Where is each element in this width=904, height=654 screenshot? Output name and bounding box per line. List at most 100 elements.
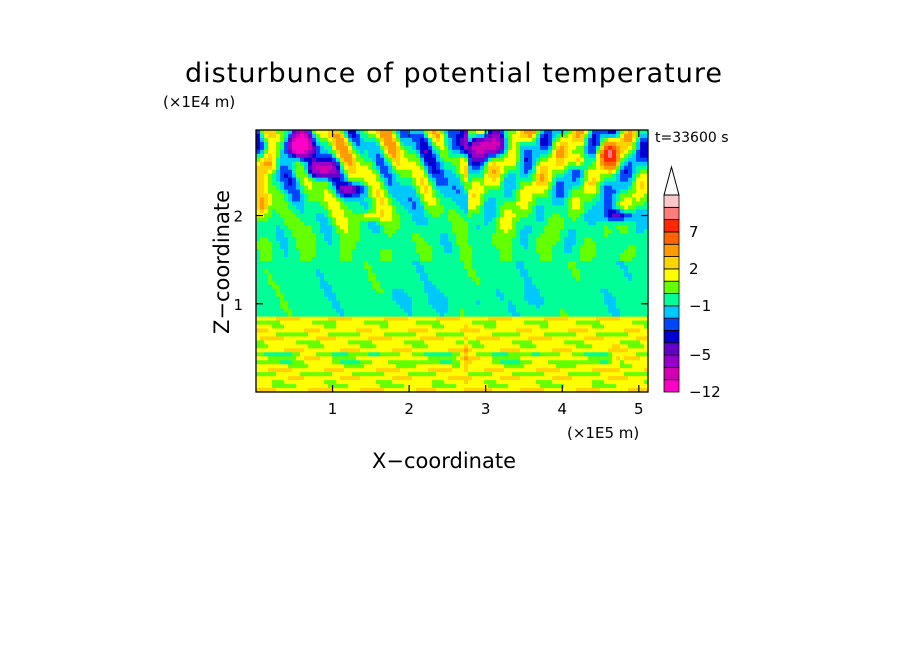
field-cell	[340, 177, 345, 183]
field-cell	[328, 169, 333, 175]
field-cell	[328, 384, 333, 389]
field-cell	[352, 308, 357, 314]
field-cell	[284, 137, 289, 143]
field-cell	[400, 189, 405, 195]
field-cell	[440, 229, 445, 234]
field-cell	[532, 205, 537, 210]
field-cell	[328, 304, 333, 310]
field-cell	[416, 141, 421, 147]
field-cell	[552, 249, 557, 254]
field-cell	[408, 296, 413, 302]
field-cell	[488, 233, 493, 238]
field-cell	[352, 181, 357, 187]
field-cell	[556, 300, 561, 306]
field-cell	[544, 209, 549, 214]
field-cell	[356, 372, 361, 377]
field-cell	[352, 380, 357, 385]
field-cell	[372, 257, 377, 262]
field-cell	[460, 300, 465, 306]
field-cell	[336, 332, 341, 338]
field-cell	[500, 376, 505, 381]
field-cell	[256, 384, 261, 389]
field-cell	[308, 213, 313, 218]
field-cell	[472, 312, 477, 318]
field-cell	[552, 237, 557, 242]
field-cell	[512, 153, 517, 159]
field-cell	[508, 137, 513, 143]
field-cell	[316, 197, 321, 203]
field-cell	[264, 348, 269, 353]
field-cell	[480, 368, 485, 373]
field-cell	[384, 380, 389, 385]
field-cell	[464, 276, 469, 282]
field-cell	[280, 348, 285, 353]
field-cell	[548, 193, 553, 199]
field-cell	[304, 169, 309, 175]
field-cell	[500, 364, 505, 369]
field-cell	[404, 237, 409, 242]
field-cell	[448, 268, 453, 274]
field-cell	[292, 133, 297, 139]
field-cell	[260, 130, 265, 135]
field-cell	[280, 225, 285, 230]
field-cell	[388, 165, 393, 171]
field-cell	[444, 308, 449, 314]
field-cell	[376, 296, 381, 302]
field-cell	[300, 348, 305, 353]
field-cell	[272, 189, 277, 195]
field-cell	[480, 189, 485, 195]
field-cell	[276, 364, 281, 369]
field-cell	[272, 237, 277, 242]
field-cell	[476, 173, 481, 179]
field-cell	[344, 336, 349, 341]
field-cell	[368, 272, 373, 278]
field-cell	[328, 376, 333, 381]
field-cell	[456, 308, 461, 314]
field-cell	[540, 300, 545, 306]
field-cell	[496, 280, 501, 286]
field-cell	[496, 384, 501, 389]
field-cell	[440, 169, 445, 175]
field-cell	[348, 360, 353, 365]
field-cell	[420, 368, 425, 373]
field-cell	[348, 304, 353, 310]
field-cell	[452, 261, 457, 266]
field-cell	[508, 245, 513, 250]
field-cell	[400, 336, 405, 341]
field-cell	[384, 185, 389, 191]
field-cell	[460, 201, 465, 207]
field-cell	[520, 233, 525, 238]
field-cell	[460, 133, 465, 139]
field-cell	[424, 280, 429, 286]
field-cell	[516, 284, 521, 290]
field-cell	[288, 153, 293, 159]
field-cell	[300, 304, 305, 310]
field-cell	[400, 352, 405, 357]
field-cell	[492, 272, 497, 278]
field-cell	[512, 308, 517, 314]
field-cell	[380, 336, 385, 341]
field-cell	[288, 253, 293, 258]
field-cell	[488, 197, 493, 203]
field-cell	[332, 185, 337, 191]
field-cell	[360, 344, 365, 349]
field-cell	[460, 130, 465, 135]
field-cell	[460, 280, 465, 286]
field-cell	[400, 197, 405, 203]
field-cell	[452, 300, 457, 306]
field-cell	[520, 304, 525, 310]
field-cell	[456, 380, 461, 385]
field-cell	[540, 130, 545, 135]
field-cell	[396, 241, 401, 246]
field-cell	[448, 149, 453, 155]
field-cell	[444, 328, 449, 334]
field-cell	[472, 296, 477, 302]
field-cell	[304, 268, 309, 274]
field-cell	[492, 185, 497, 191]
field-cell	[492, 193, 497, 199]
field-cell	[356, 336, 361, 341]
field-cell	[352, 133, 357, 139]
field-cell	[356, 320, 361, 326]
field-cell	[372, 352, 377, 357]
field-cell	[500, 165, 505, 171]
